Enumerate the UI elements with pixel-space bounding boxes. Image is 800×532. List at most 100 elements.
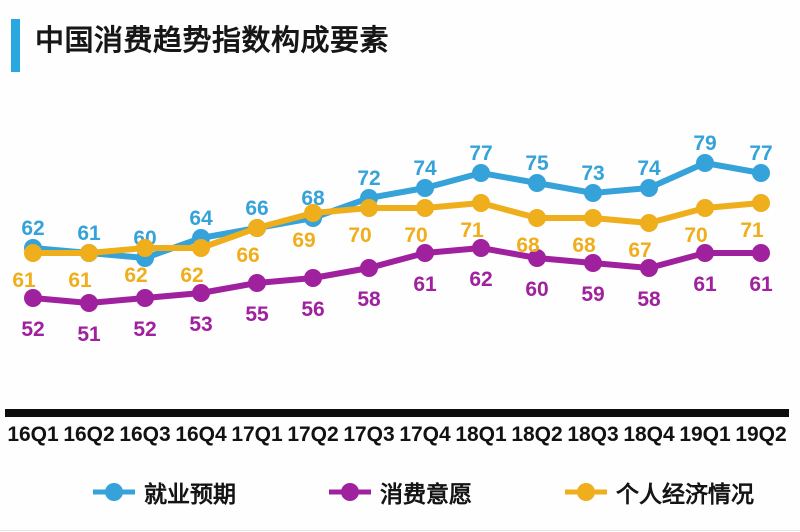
legend-item-0: 就业预期	[92, 475, 236, 509]
x-axis-label-17Q2: 17Q2	[287, 423, 338, 446]
data-point	[192, 284, 210, 302]
data-point-label: 72	[357, 167, 380, 190]
data-point	[80, 244, 98, 262]
x-axis-label-16Q2: 16Q2	[63, 423, 114, 446]
data-point-label: 69	[292, 229, 315, 252]
data-point	[696, 154, 714, 172]
x-axis-label-16Q1: 16Q1	[7, 423, 59, 446]
data-point-label: 71	[740, 219, 764, 242]
data-point	[416, 244, 434, 262]
x-axis-label-18Q2: 18Q2	[511, 423, 562, 446]
data-point	[136, 289, 154, 307]
data-point-label: 53	[189, 313, 212, 336]
data-point-label: 58	[637, 288, 661, 311]
data-point-label: 62	[180, 264, 203, 287]
line-chart: 16Q1 16Q2 16Q3 16Q4 17Q1 17Q2 17Q3 17Q4 18Q1 18Q2…	[5, 132, 789, 446]
x-axis-label-16Q4: 16Q4	[175, 423, 227, 446]
data-point-label: 61	[68, 269, 92, 292]
legend-label: 个人经济情况	[616, 481, 754, 507]
series-line	[30, 200, 764, 256]
data-point-label: 56	[301, 298, 324, 321]
data-point-label: 79	[693, 132, 716, 155]
series-2: 61 61 62 62 66 69 70 70 71 68 68 67 70 71	[12, 194, 770, 292]
series-line	[30, 245, 764, 306]
data-point	[24, 244, 42, 262]
series-line	[30, 160, 764, 261]
legend-item-2: 个人经济情况	[564, 475, 754, 509]
x-axis-label-19Q2: 19Q2	[735, 423, 786, 446]
x-axis-line	[5, 409, 789, 417]
data-point-label: 66	[245, 197, 268, 220]
data-point	[472, 164, 490, 182]
data-point-label: 64	[189, 207, 213, 230]
data-point-label: 70	[404, 224, 427, 247]
data-point	[640, 179, 658, 197]
data-point	[528, 174, 546, 192]
data-point	[640, 214, 658, 232]
data-point-label: 61	[749, 273, 773, 296]
data-point	[472, 194, 490, 212]
data-point	[360, 199, 378, 217]
legend-label: 消费意愿	[380, 481, 472, 507]
legend-label: 就业预期	[144, 481, 236, 507]
data-point	[752, 194, 770, 212]
data-point-label: 62	[21, 217, 44, 240]
data-point	[80, 294, 98, 312]
chart-title: 中国消费趋势指数构成要素	[35, 25, 390, 57]
data-point-label: 71	[460, 219, 484, 242]
data-point-label: 52	[133, 318, 156, 341]
data-point-label: 77	[749, 142, 772, 165]
data-point-label: 68	[301, 187, 325, 210]
data-point	[248, 274, 266, 292]
data-point-label: 70	[684, 224, 707, 247]
x-axis-label-16Q3: 16Q3	[119, 423, 170, 446]
legend-marker-icon	[93, 483, 135, 501]
data-point-label: 61	[77, 222, 101, 245]
data-point	[472, 239, 490, 257]
x-axis-label-17Q1: 17Q1	[231, 423, 283, 446]
data-point	[640, 259, 658, 277]
data-point	[752, 164, 770, 182]
x-axis-label-17Q4: 17Q4	[399, 423, 451, 446]
data-point-label: 70	[348, 224, 371, 247]
title-accent-bar	[11, 19, 20, 72]
data-point	[136, 239, 154, 257]
data-point	[584, 209, 602, 227]
x-axis-label-18Q3: 18Q3	[567, 423, 618, 446]
x-axis-label-19Q1: 19Q1	[679, 423, 731, 446]
data-point-label: 62	[469, 268, 492, 291]
legend-marker-icon	[329, 483, 371, 501]
data-point	[192, 239, 210, 257]
data-point-label: 52	[21, 318, 44, 341]
data-point-label: 74	[413, 157, 437, 180]
legend-marker-dot	[577, 483, 595, 501]
legend-item-1: 消费意愿	[328, 475, 472, 509]
data-point	[416, 199, 434, 217]
data-point-label: 58	[357, 288, 381, 311]
x-axis-label-18Q1: 18Q1	[455, 423, 507, 446]
legend-marker-dot	[341, 483, 359, 501]
data-point	[248, 219, 266, 237]
data-point	[528, 249, 546, 267]
data-point-label: 74	[637, 157, 661, 180]
data-point-label: 51	[77, 323, 101, 346]
data-point	[304, 269, 322, 287]
data-point-label: 75	[525, 152, 549, 175]
data-point-label: 66	[236, 244, 259, 267]
data-point-label: 60	[525, 278, 548, 301]
data-point-label: 67	[628, 239, 651, 262]
data-point	[696, 244, 714, 262]
x-axis-label-17Q3: 17Q3	[343, 423, 394, 446]
x-axis-label-18Q4: 18Q4	[623, 423, 675, 446]
data-point-label: 73	[581, 162, 604, 185]
data-point-label: 61	[12, 269, 36, 292]
data-point-label: 59	[581, 283, 604, 306]
bottom-divider	[0, 530, 800, 531]
data-point	[304, 204, 322, 222]
data-point-label: 61	[693, 273, 717, 296]
data-point	[416, 179, 434, 197]
series-1: 52 51 52 53 55 56 58 61 62 60 59 58 61 61	[21, 239, 773, 346]
data-point	[528, 209, 546, 227]
data-point-label: 77	[469, 142, 492, 165]
data-point	[752, 244, 770, 262]
